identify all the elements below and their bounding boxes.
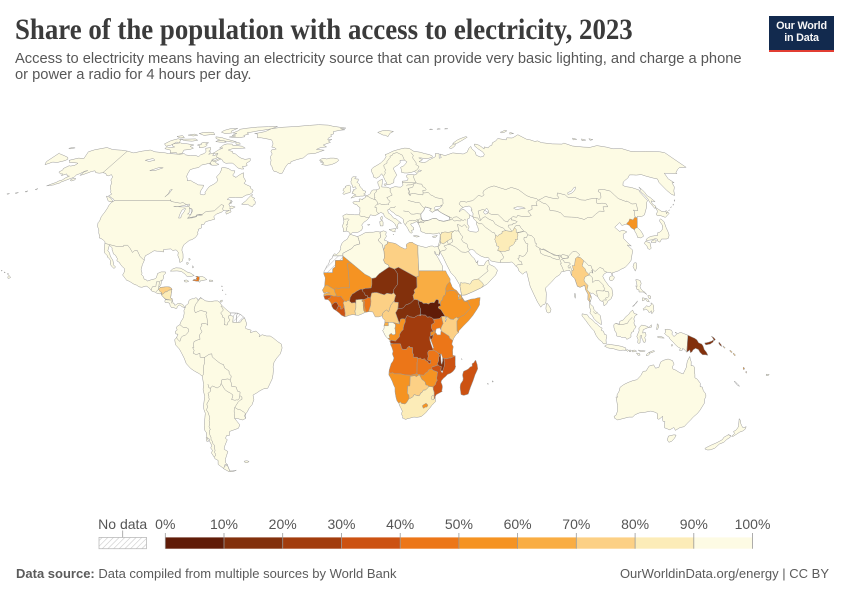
svg-text:70%: 70%: [562, 516, 590, 532]
svg-text:No data: No data: [98, 516, 147, 532]
svg-text:10%: 10%: [210, 516, 238, 532]
svg-text:0%: 0%: [155, 516, 175, 532]
svg-text:100%: 100%: [735, 516, 771, 532]
svg-text:20%: 20%: [269, 516, 297, 532]
svg-text:90%: 90%: [680, 516, 708, 532]
svg-text:60%: 60%: [504, 516, 532, 532]
svg-text:30%: 30%: [327, 516, 355, 532]
svg-text:40%: 40%: [386, 516, 414, 532]
svg-text:80%: 80%: [621, 516, 649, 532]
svg-text:50%: 50%: [445, 516, 473, 532]
